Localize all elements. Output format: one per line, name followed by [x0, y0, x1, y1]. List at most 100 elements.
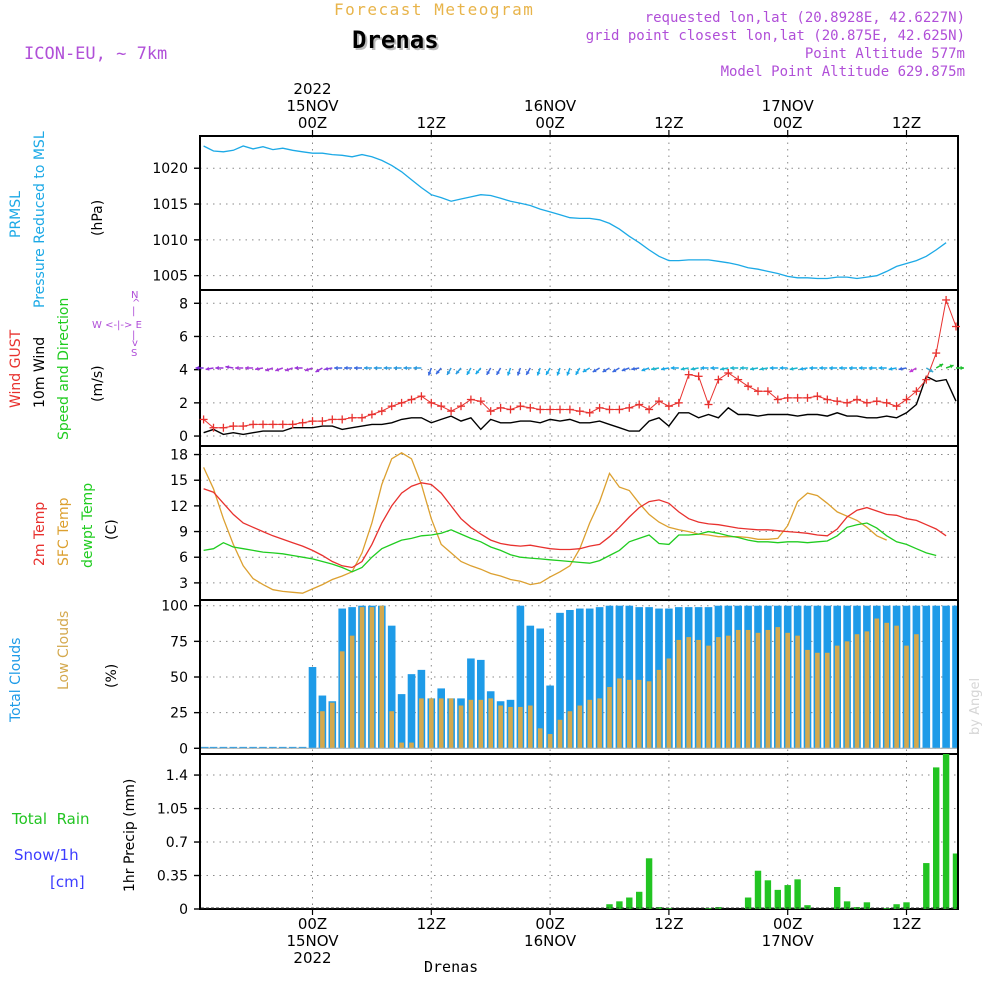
- pressure-line: [203, 145, 947, 280]
- wind-arrow: [435, 367, 442, 375]
- low-cloud-bar: [636, 679, 642, 749]
- low-cloud-bar: [557, 719, 563, 749]
- y-tick-label: 3: [179, 576, 188, 592]
- rain-bar: [923, 863, 930, 909]
- gust-marker: [466, 395, 475, 404]
- panel-frame: [199, 445, 959, 601]
- low-cloud-bar: [537, 728, 543, 749]
- wind-arrow: [545, 367, 551, 376]
- low-cloud-bar: [775, 627, 781, 749]
- y-tick-label: 1005: [152, 269, 188, 285]
- low-cloud-bar: [646, 681, 652, 749]
- bottom-time-label: 17NOV: [762, 932, 815, 950]
- low-cloud-bar: [627, 679, 632, 749]
- low-cloud-bar: [478, 699, 484, 749]
- wind-10m-line: [203, 375, 957, 436]
- gust-marker: [694, 372, 703, 381]
- low-cloud-bar: [448, 698, 454, 749]
- wind-arrow: [868, 365, 877, 371]
- total-cloud-bar: [516, 605, 525, 749]
- wind-arrow: [205, 366, 214, 371]
- low-cloud-bar: [438, 698, 444, 749]
- wind-arrow: [354, 365, 362, 371]
- low-cloud-bar: [805, 649, 810, 749]
- gust-marker: [377, 407, 386, 416]
- wind-arrow: [466, 367, 472, 376]
- wind-arrow: [660, 366, 670, 371]
- wind-arrow: [507, 367, 512, 376]
- wind-arrow: [304, 367, 313, 372]
- low-cloud-bar: [607, 686, 612, 749]
- wind-arrow: [858, 365, 867, 371]
- y-tick-label: 0.7: [166, 835, 188, 851]
- top-time-label: 2022: [293, 80, 331, 98]
- gust-marker: [684, 370, 693, 379]
- total-cloud-bar: [407, 674, 416, 749]
- temp-2m-line: [203, 482, 947, 569]
- gust-marker: [229, 422, 238, 431]
- wind-arrow: [275, 367, 284, 372]
- low-cloud-bar: [815, 652, 820, 749]
- gust-marker: [664, 402, 673, 411]
- y-tick-label: 1.4: [166, 768, 188, 784]
- rain-bar: [794, 879, 801, 909]
- low-cloud-bar: [508, 706, 513, 749]
- requested-coords: requested lon,lat (20.8928E, 42.6227N): [644, 10, 965, 26]
- wind-arrow: [935, 363, 944, 369]
- low-cloud-bar: [686, 637, 691, 749]
- gust-marker: [882, 398, 891, 407]
- y-tick-label: 18: [170, 448, 188, 464]
- low-cloud-bar: [528, 705, 533, 749]
- gust-marker: [328, 415, 337, 424]
- gust-marker: [734, 375, 743, 384]
- total-cloud-bar: [546, 685, 554, 749]
- wind-arrow: [455, 367, 462, 375]
- rain-bar: [626, 897, 633, 909]
- low-cloud-bar: [864, 631, 870, 749]
- total-cloud-bar: [942, 605, 950, 749]
- wind-arrow: [650, 366, 660, 371]
- y-tick-label: 4: [179, 363, 188, 379]
- y-tick-label: 25: [170, 706, 188, 722]
- wind-arrow: [254, 366, 264, 371]
- compass-s-arrow: | v: [132, 330, 138, 349]
- wind-arrow: [819, 365, 828, 371]
- total-cloud-bar: [229, 746, 238, 749]
- wind-arrow: [393, 365, 402, 371]
- gust-marker: [199, 415, 208, 424]
- low-cloud-bar: [904, 645, 909, 749]
- total-cloud-bar: [219, 746, 228, 749]
- wind-arrow: [525, 367, 531, 376]
- rain-bar: [893, 904, 900, 909]
- low-cloud-bar: [854, 634, 860, 749]
- snow-label: Snow/1h: [14, 846, 79, 864]
- y-tick-label: 100: [161, 599, 188, 615]
- low-cloud-bar: [458, 705, 464, 749]
- wind-arrow: [700, 365, 709, 371]
- gust-marker: [744, 382, 753, 391]
- gust-marker: [615, 405, 624, 414]
- low-cloud-bar: [339, 651, 345, 749]
- low-cloud-bar: [597, 698, 602, 749]
- wind-arrow: [740, 365, 749, 371]
- gust-marker: [476, 397, 485, 406]
- wind-arrow: [495, 367, 502, 376]
- total-cloud-bar: [952, 605, 957, 749]
- top-time-label: 16NOV: [524, 97, 577, 115]
- y-tick-label: 1015: [152, 197, 188, 213]
- wind-arrow: [602, 367, 610, 373]
- wind-arrow: [344, 365, 353, 371]
- bottom-time-label: 12Z: [417, 915, 446, 933]
- low-cloud-bar: [666, 658, 672, 749]
- rain-bar: [883, 908, 890, 909]
- y-tick-label: 9: [179, 525, 188, 541]
- gust-marker: [259, 420, 267, 429]
- total-cloud-bar: [308, 667, 317, 749]
- rain-bar: [843, 901, 851, 909]
- y-tick-label: 6: [179, 329, 188, 345]
- gust-marker: [358, 413, 366, 422]
- y-tick-label: 12: [170, 499, 188, 515]
- wind-arrow: [195, 365, 204, 371]
- gust-marker: [516, 402, 525, 411]
- bottom-time-label: 12Z: [654, 915, 683, 933]
